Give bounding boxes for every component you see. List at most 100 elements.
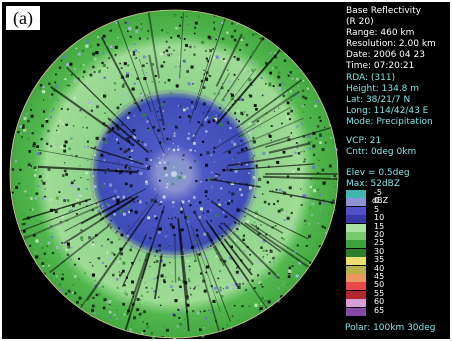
echo-speck <box>191 105 195 109</box>
echo-texture <box>11 13 339 339</box>
echo-speck <box>199 153 203 156</box>
radial-streak <box>250 223 313 264</box>
echo-speck <box>98 38 101 40</box>
echo-speck <box>169 261 171 264</box>
echo-speck <box>165 49 169 52</box>
echo-speck <box>224 73 226 75</box>
echo-speck <box>171 53 173 55</box>
echo-speck <box>203 327 205 329</box>
echo-speck <box>163 61 166 64</box>
echo-speck <box>109 304 111 306</box>
echo-speck <box>30 197 33 200</box>
echo-speck <box>120 252 124 256</box>
echo-speck <box>213 151 215 153</box>
echo-speck <box>256 61 258 63</box>
echo-speck <box>277 71 281 75</box>
echo-speck <box>237 285 241 289</box>
echo-speck <box>96 105 99 109</box>
echo-speck <box>116 138 118 141</box>
echo-speck <box>311 214 313 216</box>
echo-speck <box>125 292 128 296</box>
echo-speck <box>92 52 96 56</box>
echo-speck <box>93 57 97 61</box>
echo-speck <box>246 114 249 117</box>
echo-speck <box>146 120 149 123</box>
echo-speck <box>209 75 212 78</box>
echo-speck <box>227 80 230 83</box>
echo-speck <box>198 215 202 219</box>
echo-speck <box>230 97 234 101</box>
echo-speck <box>218 203 221 206</box>
legend-label: 0 <box>374 196 380 206</box>
echo-speck <box>187 200 190 203</box>
radial-streak <box>197 235 231 322</box>
radar-site-marker <box>171 171 177 177</box>
echo-speck <box>169 251 172 254</box>
echo-speck <box>219 123 223 127</box>
echo-speck <box>209 49 213 53</box>
product-name: Base Reflectivity <box>346 6 422 16</box>
echo-speck <box>87 225 89 227</box>
echo-speck <box>140 92 142 95</box>
echo-speck <box>311 202 315 206</box>
radial-streak <box>268 142 311 154</box>
echo-speck <box>156 165 158 167</box>
echo-speck <box>255 316 258 319</box>
echo-speck <box>191 68 193 70</box>
range-readout: Range: 460 km <box>346 28 415 38</box>
radial-streak <box>174 236 177 283</box>
echo-speck <box>168 246 170 248</box>
range-ring-inner <box>91 91 257 257</box>
echo-speck <box>240 38 244 42</box>
echo-speck <box>173 233 176 237</box>
echo-speck <box>315 154 317 156</box>
echo-speck <box>255 238 258 241</box>
echo-speck <box>267 300 271 304</box>
echo-speck <box>131 262 134 265</box>
legend-item: -5 <box>346 188 446 198</box>
echo-speck <box>94 146 97 149</box>
echo-speck <box>274 225 277 227</box>
legend-item: 55 <box>346 289 446 299</box>
echo-speck <box>251 84 253 86</box>
echo-speck <box>42 110 46 113</box>
echo-speck <box>202 279 206 283</box>
echo-speck <box>261 275 263 277</box>
echo-speck <box>110 45 113 48</box>
echo-speck <box>215 55 219 59</box>
echo-speck <box>261 94 264 97</box>
echo-speck <box>252 61 254 63</box>
echo-speck <box>66 199 70 202</box>
echo-speck <box>173 327 175 329</box>
echo-speck <box>208 309 210 311</box>
radial-streak <box>243 207 309 240</box>
legend-label: 15 <box>374 221 385 231</box>
echo-speck <box>150 150 152 152</box>
elevation-readout: Elev = 0.5deg <box>346 168 410 178</box>
echo-speck <box>113 82 117 85</box>
echo-speck <box>285 211 288 214</box>
echo-speck <box>103 308 106 311</box>
lat-readout: Lat: 38/21/7 N <box>346 95 411 105</box>
echo-speck <box>120 233 124 237</box>
echo-speck <box>193 142 196 145</box>
echo-speck <box>46 142 49 145</box>
echo-speck <box>40 179 43 182</box>
echo-speck <box>106 67 109 69</box>
echo-speck <box>186 15 188 17</box>
echo-speck <box>70 195 72 197</box>
echo-speck <box>104 172 107 174</box>
echo-speck <box>177 148 180 151</box>
echo-speck <box>82 76 84 78</box>
echo-speck <box>146 166 150 170</box>
echo-speck <box>192 134 195 137</box>
echo-speck <box>265 156 268 158</box>
echo-speck <box>113 214 116 217</box>
echo-speck <box>136 308 140 312</box>
echo-speck <box>253 213 256 216</box>
echo-speck <box>296 125 299 128</box>
echo-speck <box>217 119 219 121</box>
echo-speck <box>66 253 70 257</box>
echo-speck <box>143 77 147 81</box>
echo-speck <box>241 305 244 308</box>
